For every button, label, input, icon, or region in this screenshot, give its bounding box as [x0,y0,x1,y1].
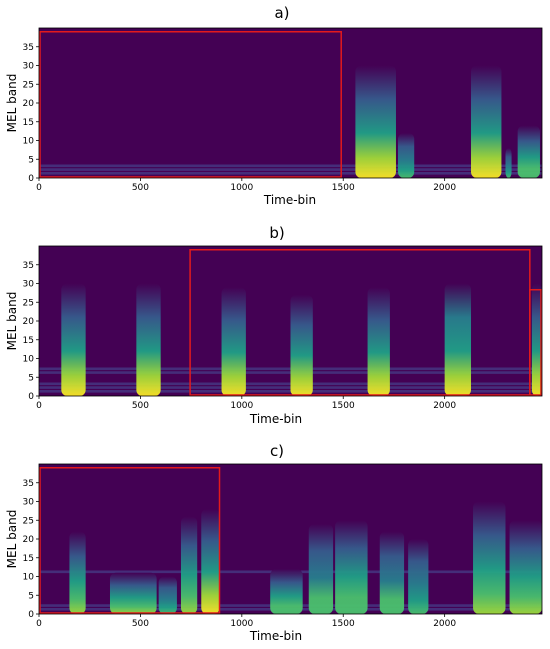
panel-c-ylabel: MEL band [5,510,19,569]
y-tick-label: 30 [23,62,35,72]
x-tick-label: 1000 [230,401,253,411]
y-tick-label: 25 [23,80,34,90]
x-tick-label: 500 [132,183,149,193]
sound-event [367,287,390,396]
y-tick-label: 30 [23,280,35,290]
sound-event [136,283,161,396]
y-tick-label: 0 [28,610,34,620]
panel-b-ticks: 0 500 1000 1500 2000 0 5 10 15 20 25 30 35 [23,261,457,411]
sound-event [69,531,86,614]
sound-event [473,501,506,614]
x-tick-label: 2000 [433,401,456,411]
sound-event [290,294,313,396]
panel-a-ylabel: MEL band [5,74,19,133]
baseline-band [39,172,542,175]
panel-b-xlabel: Time-bin [249,412,302,426]
y-tick-label: 30 [23,498,35,508]
panel-b-ylabel: MEL band [5,292,19,351]
y-tick-label: 15 [23,554,34,564]
panel-b: b) 0 500 1000 1500 2000 0 5 10 15 20 25 30 35 Time-b… [5,224,543,426]
y-tick-label: 0 [28,174,34,184]
sound-event [201,509,220,614]
sound-event [379,531,405,614]
sound-event [444,283,472,396]
y-tick-label: 20 [23,317,35,327]
y-tick-label: 15 [23,118,34,128]
x-tick-label: 1500 [332,619,355,629]
highlight-box-stub [529,289,542,396]
sound-event [509,520,542,614]
sound-event [61,283,86,396]
y-tick-label: 5 [28,591,34,601]
y-tick-label: 5 [28,373,34,383]
y-tick-label: 25 [23,516,34,526]
sound-event [335,520,368,614]
panel-b-title: b) [269,224,284,242]
sound-event [158,576,177,614]
y-tick-label: 10 [23,137,35,147]
y-tick-label: 35 [23,261,34,271]
y-tick-label: 35 [23,479,34,489]
panel-b-plot [38,245,543,397]
panel-a: a) 0 500 1000 1500 2000 0 5 10 15 20 25 30 35 Time-b… [5,4,543,207]
baseline-band [39,168,542,171]
x-tick-label: 1000 [230,183,253,193]
highlight-box [39,31,342,178]
sound-event [517,125,540,178]
sound-event [270,569,303,614]
panel-c-xlabel: Time-bin [249,629,302,643]
y-tick-label: 20 [23,99,35,109]
panel-a-plot [38,27,543,179]
x-tick-label: 1000 [230,619,253,629]
sound-event [109,572,157,614]
y-tick-label: 20 [23,535,35,545]
sound-event [471,65,502,178]
sound-event [221,287,246,396]
panel-a-ticks: 0 500 1000 1500 2000 0 5 10 15 20 25 30 35 [23,43,457,193]
x-tick-label: 500 [132,401,149,411]
sound-event [408,539,429,614]
sound-event [531,283,542,396]
heatmap-background [39,28,542,178]
sound-event [180,516,198,614]
y-tick-label: 0 [28,392,34,402]
baseline-band [39,390,542,393]
y-tick-label: 25 [23,298,34,308]
x-tick-label: 0 [36,619,42,629]
panel-a-title: a) [274,4,289,22]
x-tick-label: 500 [132,619,149,629]
x-tick-label: 2000 [433,619,456,629]
y-tick-label: 5 [28,155,34,165]
panel-c: c) 0 500 1000 1500 2000 0 5 10 15 20 25 30 35 Time-b… [5,442,543,643]
baseline-band [39,164,542,168]
panel-c-plot [38,463,543,615]
y-tick-label: 35 [23,43,34,53]
y-tick-label: 15 [23,336,34,346]
highlight-box [39,467,221,614]
x-tick-label: 2000 [433,183,456,193]
sound-event [505,148,512,178]
y-tick-label: 10 [23,573,35,583]
panel-c-ticks: 0 500 1000 1500 2000 0 5 10 15 20 25 30 35 [23,479,457,629]
panel-c-title: c) [270,442,284,460]
sound-event [397,133,415,178]
x-tick-label: 0 [36,183,42,193]
y-tick-label: 10 [23,355,35,365]
x-tick-label: 1500 [332,401,355,411]
x-tick-label: 1500 [332,183,355,193]
panel-a-xlabel: Time-bin [263,193,316,207]
x-tick-label: 0 [36,401,42,411]
sound-event [308,524,334,614]
sound-event [355,65,396,178]
